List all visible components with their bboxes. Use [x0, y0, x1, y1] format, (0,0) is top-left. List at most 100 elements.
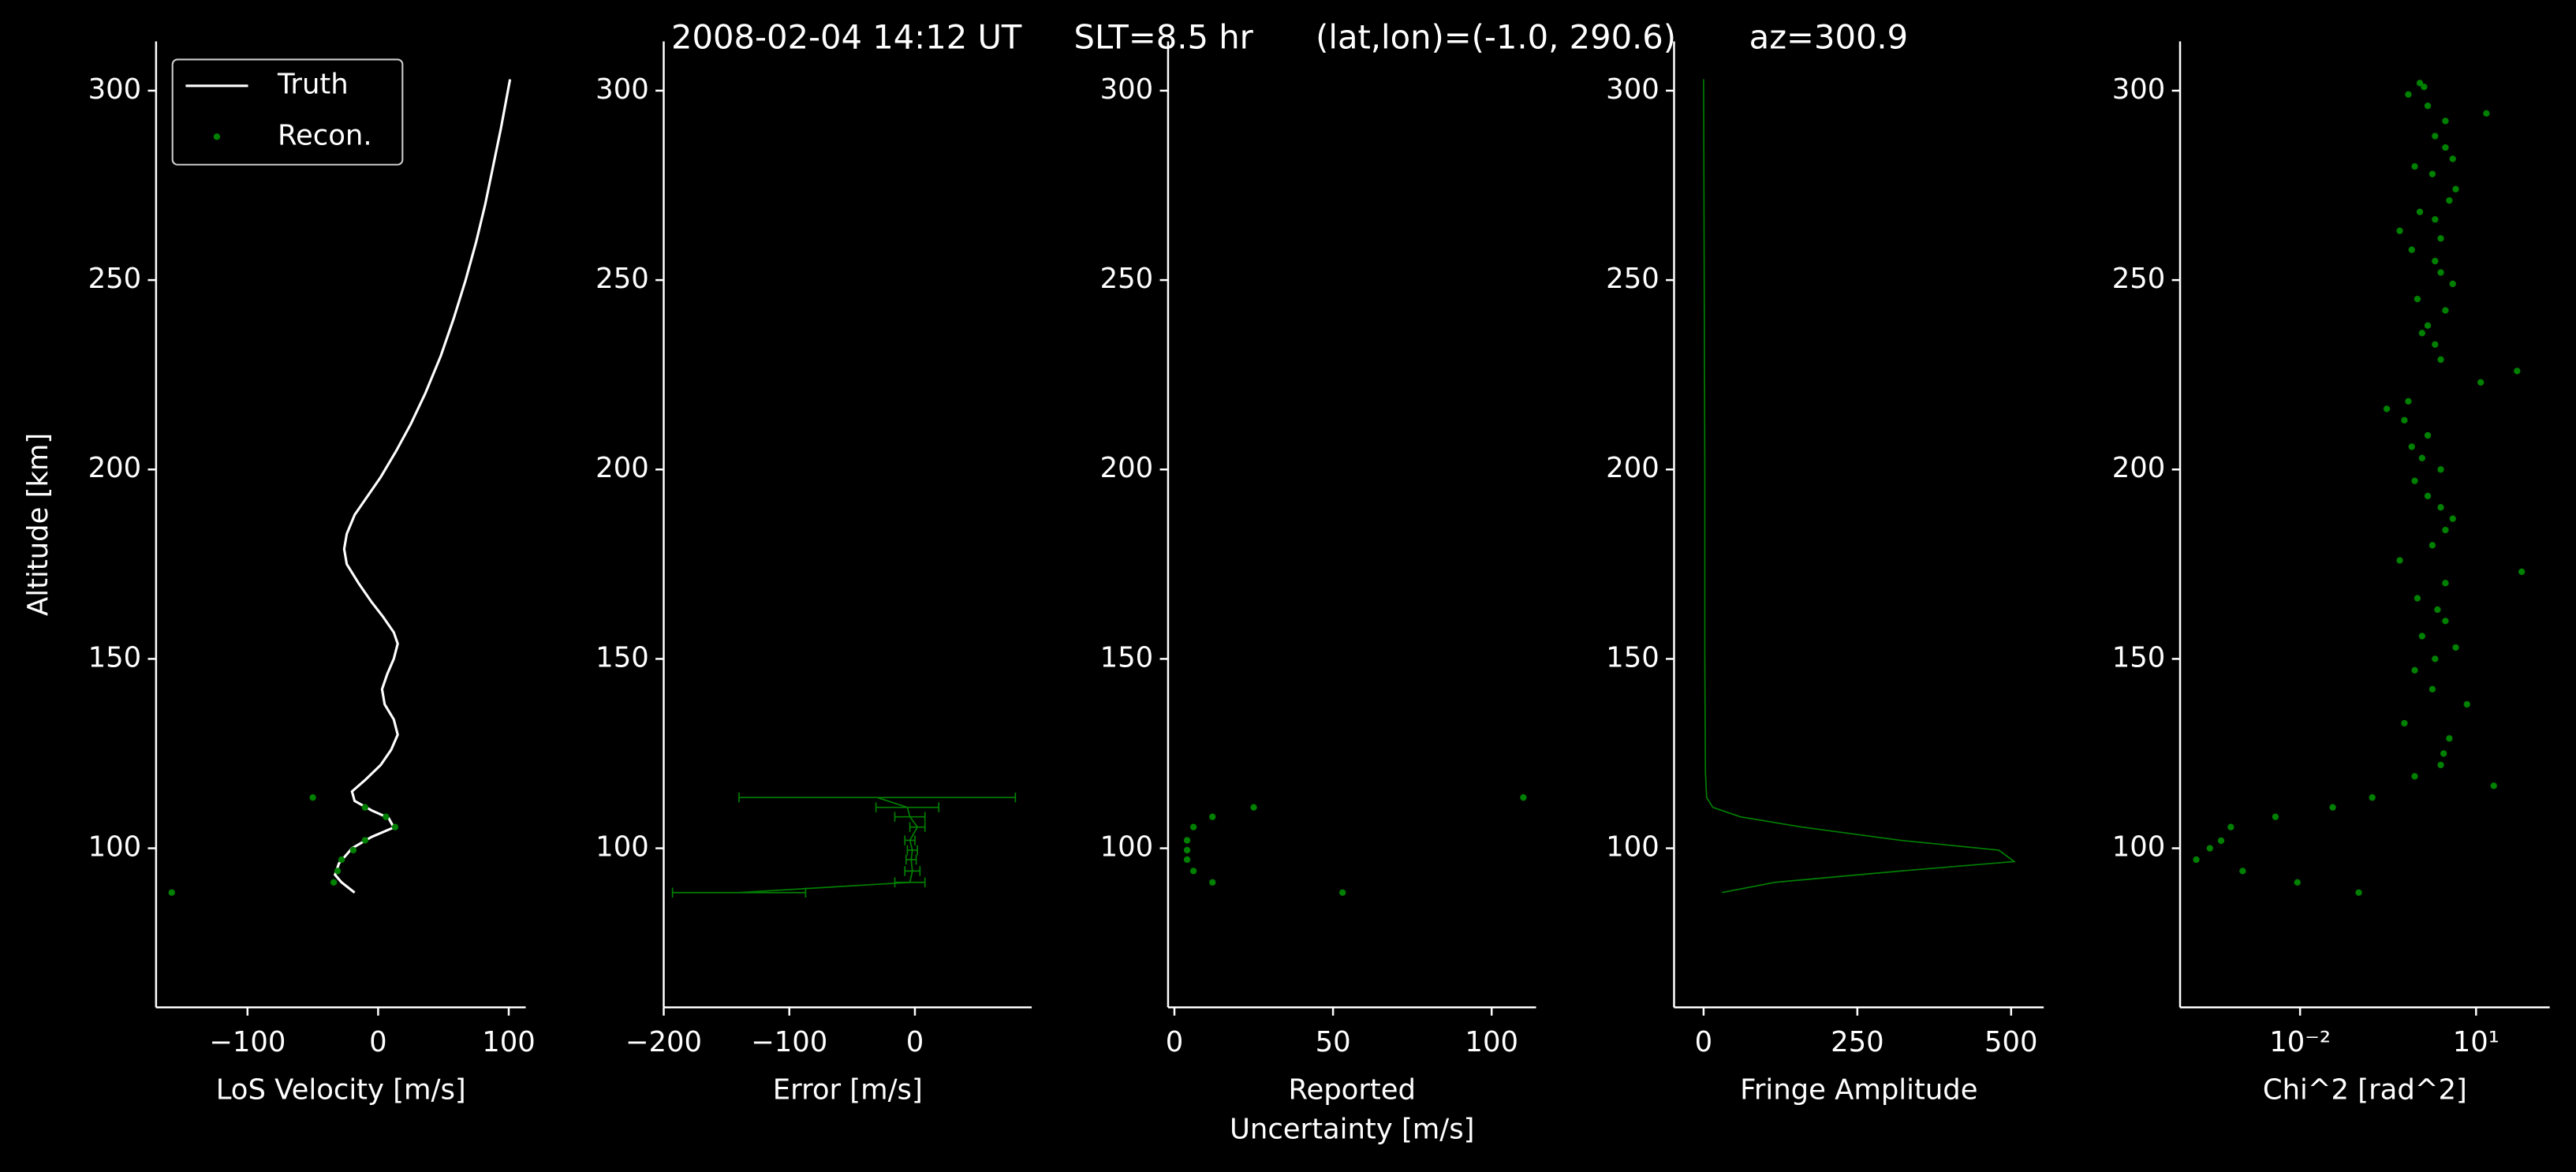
error-bar [671, 887, 807, 898]
y-tick-label: 250 [1606, 263, 1659, 295]
x-axis-label: Error [m/s] [773, 1073, 923, 1106]
y-axis-label: Altitude [km] [22, 433, 54, 616]
x-tick-label: 50 [1316, 1026, 1351, 1058]
error-bar [875, 802, 940, 812]
y-tick-label: 100 [595, 831, 649, 864]
point [391, 823, 399, 830]
point [1183, 856, 1191, 864]
point [1339, 889, 1346, 896]
y-tick-label: 250 [595, 263, 649, 295]
legend-dot [213, 133, 221, 140]
legend: Truth Recon. [171, 58, 404, 166]
point [2411, 773, 2418, 780]
error-bar [906, 845, 918, 856]
point [2490, 782, 2497, 789]
y-tick-label: 150 [1606, 641, 1659, 674]
point [2414, 595, 2421, 602]
point [2442, 144, 2449, 151]
point [2396, 557, 2403, 564]
y-tick-label: 300 [2112, 73, 2166, 106]
error-bar [905, 854, 917, 865]
x-tick-label: 100 [1465, 1026, 1518, 1058]
point [2416, 208, 2424, 215]
point [168, 889, 175, 896]
legend-label: Recon. [278, 119, 372, 151]
point [2401, 719, 2408, 727]
point [2514, 368, 2521, 375]
error-bar [909, 822, 926, 832]
profile-line [1703, 79, 2016, 894]
x-tick-label: −100 [751, 1026, 827, 1058]
point [1250, 804, 1257, 811]
y-tick-label: 150 [1100, 641, 1154, 674]
point [2396, 227, 2403, 234]
x-axis-label: LoS Velocity [m/s] [216, 1073, 466, 1106]
point [2437, 235, 2444, 242]
y-tick-label: 150 [88, 641, 142, 674]
point [2424, 431, 2432, 439]
point [349, 846, 357, 854]
point [2432, 341, 2439, 348]
x-tick-label: 0 [906, 1026, 924, 1058]
x-tick-label: 10⁻² [2269, 1026, 2331, 1058]
point [383, 813, 390, 820]
error-line [738, 797, 919, 894]
point [2272, 813, 2279, 820]
point [1209, 813, 1216, 820]
suptitle: 2008-02-04 14:12 UT SLT=8.5 hr (lat,lon)… [671, 17, 1908, 56]
point [2440, 750, 2447, 757]
point [2437, 761, 2444, 769]
point [2434, 606, 2441, 614]
point [2424, 103, 2432, 110]
x-axis-label: Fringe Amplitude [1740, 1073, 1977, 1106]
x-tick-label: −200 [625, 1026, 702, 1058]
point [2442, 526, 2449, 534]
point [2383, 405, 2391, 412]
point [2452, 185, 2459, 192]
y-tick-label: 300 [1100, 73, 1154, 106]
x-tick-label: −100 [209, 1026, 286, 1058]
point [1183, 846, 1191, 854]
point [2437, 269, 2444, 276]
y-tick-label: 100 [2112, 831, 2166, 864]
point [1189, 868, 1197, 875]
point [2408, 246, 2415, 253]
point [2405, 91, 2412, 98]
y-tick-label: 250 [88, 263, 142, 295]
point [2442, 118, 2449, 125]
point [2432, 216, 2439, 223]
point [334, 868, 342, 875]
x-tick-label: 500 [1984, 1026, 2038, 1058]
point [2442, 618, 2449, 625]
point [2432, 257, 2439, 265]
point [2424, 322, 2432, 329]
point [2227, 823, 2234, 830]
point [2369, 794, 2376, 801]
point [309, 794, 316, 801]
point [2429, 542, 2436, 549]
x-axis-label: Uncertainty [m/s] [1230, 1113, 1474, 1145]
y-tick-label: 300 [1606, 73, 1659, 106]
point [2437, 356, 2444, 364]
point [2483, 110, 2490, 117]
point [2414, 295, 2421, 303]
point [1209, 879, 1216, 886]
point [2449, 155, 2456, 162]
y-tick-label: 200 [88, 452, 142, 484]
y-tick-label: 300 [88, 73, 142, 106]
y-tick-label: 100 [1100, 831, 1154, 864]
point [338, 856, 345, 864]
error-bar [894, 877, 926, 888]
y-tick-label: 150 [2112, 641, 2166, 674]
x-tick-label: 0 [1695, 1026, 1713, 1058]
point [2411, 477, 2418, 484]
point [2411, 666, 2418, 674]
point [2239, 868, 2246, 875]
point [2206, 845, 2213, 852]
point [2411, 162, 2418, 170]
y-tick-label: 200 [1606, 452, 1659, 484]
y-tick-label: 150 [595, 641, 649, 674]
point [2449, 515, 2456, 522]
point [1189, 823, 1197, 830]
